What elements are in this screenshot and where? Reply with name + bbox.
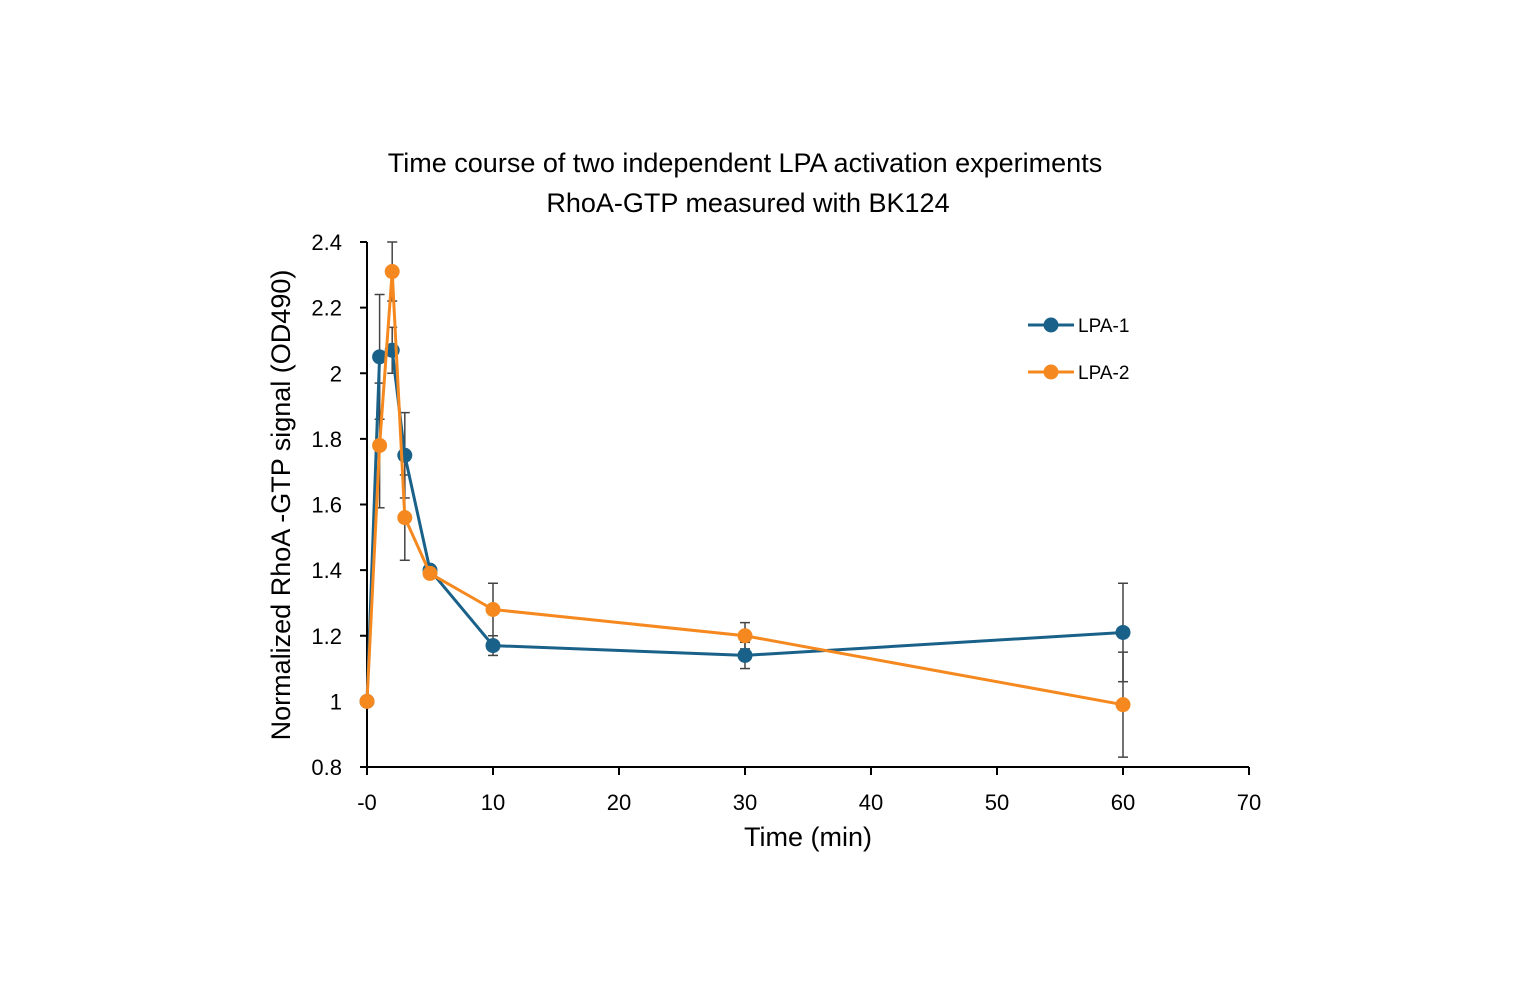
series-2-point xyxy=(485,602,501,617)
error-bars xyxy=(374,241,1128,758)
x-tick-label: 20 xyxy=(607,790,631,815)
series-2-point xyxy=(397,510,413,526)
x-tick-label: 30 xyxy=(733,790,757,815)
chart-title: Time course of two independent LPA activ… xyxy=(388,148,1102,178)
series-1-point xyxy=(1115,624,1131,640)
legend-label-2: LPA-2 xyxy=(1078,363,1129,384)
legend-label-1: LPA-1 xyxy=(1078,316,1129,337)
legend: LPA-1 LPA-2 xyxy=(1028,316,1129,384)
series-1-point xyxy=(485,638,501,654)
y-tick-label: 1.4 xyxy=(311,558,342,583)
y-tick-label: 1.6 xyxy=(311,493,342,518)
series-2-point xyxy=(422,565,438,581)
series-2-point xyxy=(384,264,400,280)
y-axis-label: Normalized RhoA -GTP signal (OD490) xyxy=(266,270,296,741)
series-2-point xyxy=(372,437,388,453)
y-tick-label: 1.8 xyxy=(311,427,342,452)
axes: 0.8 1 1.2 1.4 1.6 1.8 2 2.2 2.4 -0 10 20 30 40 50 60 70 xyxy=(311,230,1261,815)
y-tick-label: 1.2 xyxy=(311,624,342,649)
y-tick-label: 2.2 xyxy=(311,296,342,321)
x-tick-label: 70 xyxy=(1237,790,1261,815)
legend-marker-1 xyxy=(1043,317,1059,333)
y-tick-label: 2 xyxy=(330,361,342,386)
x-tick-label: -0 xyxy=(357,790,377,815)
series-2-point xyxy=(1115,697,1131,713)
series-layer xyxy=(359,264,1131,713)
series-1-point xyxy=(397,447,413,463)
y-tick-label: 2.4 xyxy=(311,230,342,255)
series-line-2 xyxy=(365,270,1124,707)
x-tick-label: 50 xyxy=(985,790,1009,815)
x-tick-label: 40 xyxy=(859,790,883,815)
series-1-point xyxy=(737,647,753,663)
x-tick-label: 60 xyxy=(1111,790,1135,815)
x-tick-label: 10 xyxy=(481,790,505,815)
y-tick-label: 0.8 xyxy=(311,755,342,780)
legend-marker-2 xyxy=(1043,364,1059,380)
series-2-point xyxy=(359,693,375,709)
x-axis-label: Time (min) xyxy=(744,822,872,852)
series-1-point xyxy=(372,349,388,365)
chart-subtitle: RhoA-GTP measured with BK124 xyxy=(546,188,949,218)
series-2-point xyxy=(737,628,753,644)
y-tick-label: 1 xyxy=(330,689,342,714)
